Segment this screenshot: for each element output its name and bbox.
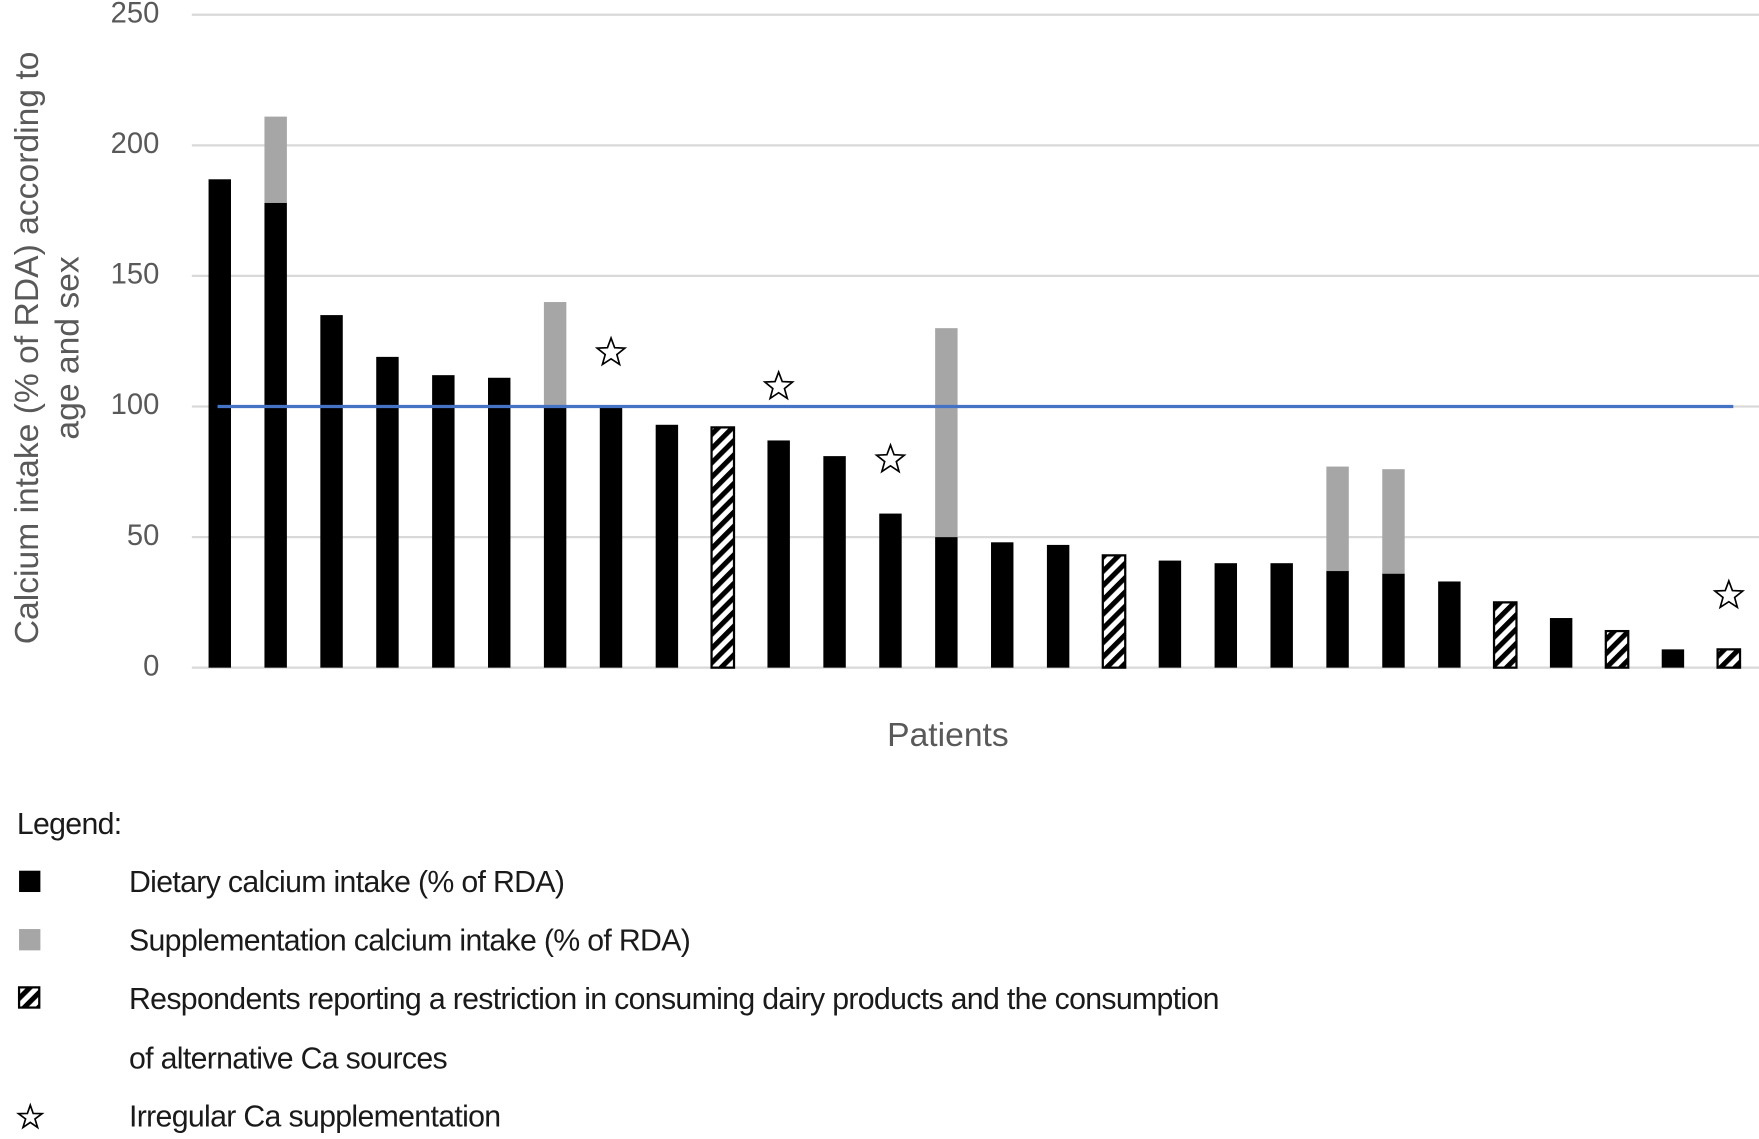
irregular-marker [594, 335, 628, 367]
bar [1214, 563, 1238, 668]
bar [1438, 581, 1461, 668]
bar [543, 406, 567, 668]
bar [1326, 571, 1349, 668]
irregular-marker [1712, 578, 1746, 610]
bar [767, 440, 790, 668]
bar [1382, 469, 1405, 574]
bar [264, 116, 287, 203]
legend-label: Respondents reporting a restriction in c… [129, 983, 1219, 1016]
bar [264, 202, 287, 668]
y-tick-label: 0 [143, 650, 159, 682]
legend-label: of alternative Ca sources [129, 1042, 447, 1075]
bar [1326, 466, 1349, 572]
legend-icon [16, 1102, 45, 1130]
bar [208, 179, 231, 668]
bar [1549, 618, 1573, 668]
bar [1046, 544, 1070, 668]
legend-icon [17, 986, 41, 1009]
bar-restricted [710, 426, 736, 669]
bar-restricted [1604, 629, 1630, 669]
legend-heading: Legend: [17, 808, 122, 841]
bar [543, 302, 567, 407]
y-axis-title: age and sex [49, 256, 86, 439]
y-tick-label: 150 [111, 259, 160, 291]
irregular-marker [874, 442, 907, 474]
irregular-marker [762, 369, 795, 401]
bar-restricted [1101, 554, 1127, 669]
bar [599, 406, 623, 668]
bar [991, 542, 1014, 668]
y-tick-label: 200 [111, 128, 160, 160]
bar [879, 513, 902, 668]
bar [488, 377, 511, 668]
bar [1382, 573, 1405, 668]
bar-restricted [1492, 601, 1518, 669]
bar-restricted [1716, 648, 1742, 669]
legend-icon [19, 870, 41, 893]
y-axis-title: Calcium intake (% of RDA) according to [9, 52, 46, 645]
y-tick-label: 250 [111, 0, 160, 29]
y-tick-label: 50 [127, 520, 159, 552]
bar [823, 456, 846, 668]
bar [935, 328, 958, 538]
bar [1158, 560, 1182, 668]
bar [376, 356, 399, 668]
bar [432, 375, 455, 668]
bar [1270, 563, 1293, 668]
bar [320, 315, 343, 668]
y-tick-label: 100 [111, 389, 160, 421]
legend-icon [19, 929, 41, 951]
bar [655, 424, 679, 668]
legend-label: Irregular Ca supplementation [129, 1101, 500, 1134]
legend-label: Dietary calcium intake (% of RDA) [129, 866, 564, 899]
x-axis-title: Patients [887, 717, 1009, 754]
bar [935, 537, 958, 668]
legend-label: Supplementation calcium intake (% of RDA… [129, 925, 690, 958]
bar [1661, 649, 1685, 668]
